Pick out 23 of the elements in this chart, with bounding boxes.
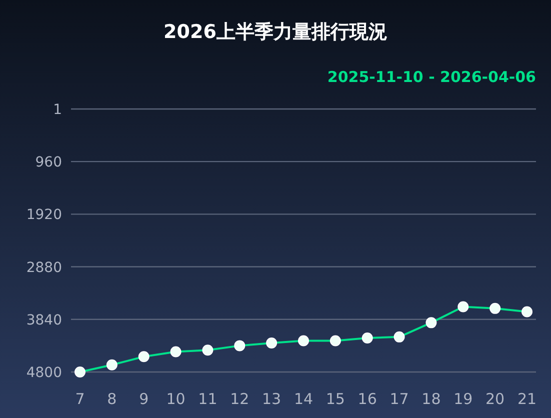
x-tick-label: 18 [422,390,441,408]
y-tick-label: 960 [35,154,62,171]
y-tick-label: 3840 [26,312,62,328]
x-tick-label: 17 [390,390,409,408]
chart-title: 2026上半季力量排行現況 [164,21,388,43]
y-tick-label: 1 [53,102,62,118]
x-tick-label: 15 [326,390,345,408]
y-tick-label: 4800 [26,365,62,381]
x-tick-label: 20 [486,390,505,408]
x-tick-label: 7 [75,390,85,408]
x-tick-label: 12 [230,390,250,408]
x-tick-label: 11 [198,390,218,408]
x-tick-label: 10 [166,390,186,408]
y-tick-label: 1920 [26,207,62,224]
x-tick-label: 16 [358,390,377,408]
y-tick-label: 2880 [26,260,62,276]
x-tick-label: 14 [294,390,314,408]
x-tick-label: 21 [517,390,537,408]
x-tick-label: 19 [454,390,473,408]
text: 2025-11-10 - 2026-04-06 [327,68,536,86]
x-tick-label: 9 [139,390,149,408]
x-tick-label: 13 [262,390,282,408]
x-tick-label: 8 [107,390,117,408]
